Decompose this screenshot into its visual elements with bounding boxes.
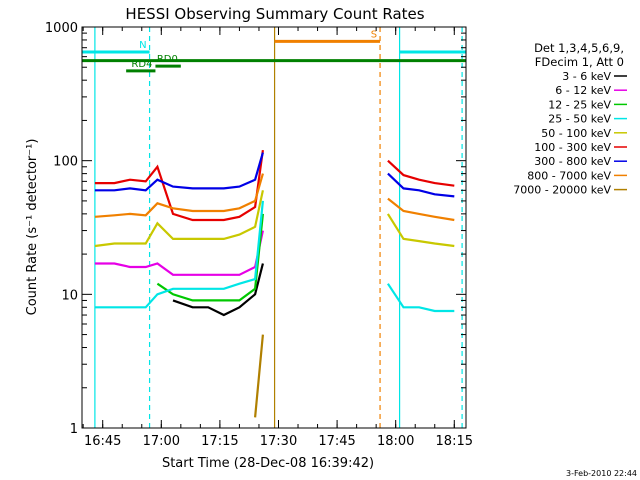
legend-label-0: 3 - 6 keV	[562, 70, 611, 83]
x-tick-label-3: 17:30	[260, 434, 297, 449]
y-axis-label: Count Rate (s⁻¹ detector⁻¹)	[25, 139, 40, 316]
x-axis-label: Start Time (28-Dec-08 16:39:42)	[162, 456, 374, 471]
legend-label-6: 300 - 800 keV	[534, 155, 611, 168]
legend-header-0: Det 1,3,4,5,6,9,	[534, 41, 624, 55]
legend-label-7: 800 - 7000 keV	[527, 169, 611, 182]
series-line-5	[94, 149, 455, 222]
legend-header-1: FDecim 1, Att 0	[535, 55, 624, 69]
x-tick-label-4: 17:45	[318, 434, 355, 449]
plot-area: N RD0 RD4 S	[82, 27, 466, 428]
x-axis: 16:45 17:00 17:15 17:30 17:45 18:00 18:15	[82, 27, 473, 449]
y-tick-label-1: 10	[61, 288, 78, 303]
y-tick-label-0: 1	[70, 422, 78, 437]
timestamp: 3-Feb-2010 22:44	[566, 469, 637, 478]
series-line-6	[94, 152, 455, 198]
x-tick-label-2: 17:15	[201, 434, 238, 449]
series-line-3	[94, 200, 455, 313]
legend-label-4: 50 - 100 keV	[541, 127, 611, 140]
flag-label-0: N	[139, 40, 146, 51]
flag-label-5: S	[371, 29, 377, 40]
series-line-0	[172, 263, 264, 317]
x-tick-label-5: 18:00	[377, 434, 414, 449]
flag-label-4: RD4	[131, 59, 152, 70]
series-line-4	[94, 190, 455, 248]
legend-label-1: 6 - 12 keV	[555, 84, 611, 97]
x-tick-label-0: 16:45	[84, 434, 121, 449]
series-line-2	[156, 213, 264, 302]
x-tick-label-6: 18:15	[436, 434, 473, 449]
legend-label-8: 7000 - 20000 keV	[513, 184, 611, 197]
series-line-8	[254, 334, 264, 418]
y-tick-label-2: 100	[53, 155, 78, 170]
y-tick-label-3: 1000	[45, 21, 78, 36]
flag-label-3: RD0	[157, 54, 178, 65]
legend: Det 1,3,4,5,6,9,FDecim 1, Att 03 - 6 keV…	[513, 41, 627, 197]
chart-title: HESSI Observing Summary Count Rates	[125, 5, 424, 23]
legend-label-5: 100 - 300 keV	[534, 141, 611, 154]
x-tick-label-1: 17:00	[143, 434, 180, 449]
plot-frame	[81, 26, 467, 429]
series-line-1	[94, 230, 264, 276]
y-axis: 1 10 100 1000	[45, 21, 466, 437]
series-line-7	[94, 173, 455, 222]
legend-label-2: 12 - 25 keV	[548, 98, 611, 111]
legend-label-3: 25 - 50 keV	[548, 113, 611, 126]
